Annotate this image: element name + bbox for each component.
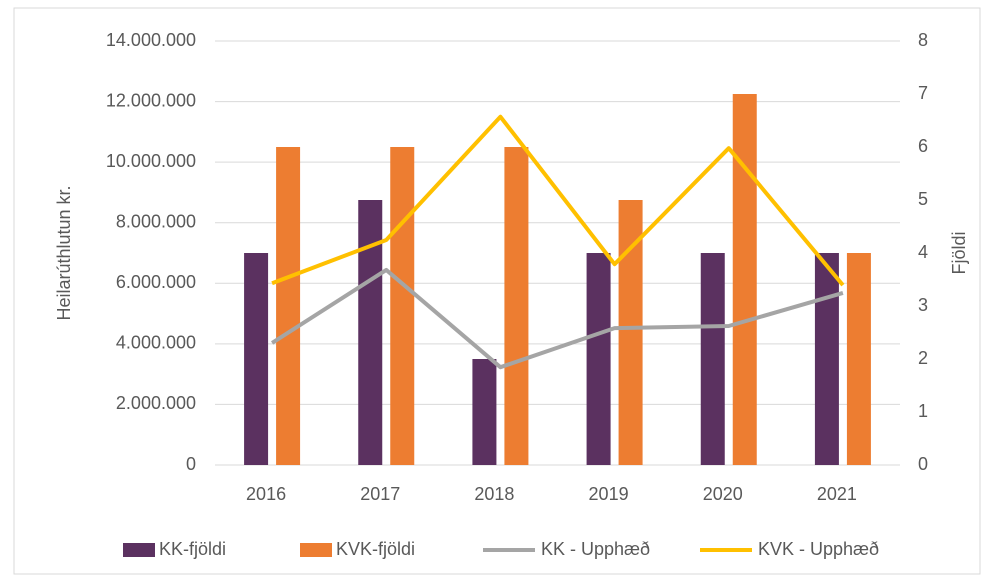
bar bbox=[244, 253, 269, 465]
chart-border bbox=[13, 7, 981, 575]
bar bbox=[700, 253, 725, 465]
line bbox=[271, 114, 845, 287]
y2-tick-label: 5 bbox=[918, 189, 928, 209]
legend-label: KVK - Upphæð bbox=[758, 539, 879, 559]
y2-axis-title: Fjöldi bbox=[949, 231, 969, 274]
x-tick-label: 2019 bbox=[589, 484, 629, 504]
legend-label: KK-fjöldi bbox=[159, 539, 226, 559]
bar bbox=[814, 253, 839, 465]
y-axis-title: Heilarúthlutun kr. bbox=[54, 185, 74, 320]
legend-swatch bbox=[123, 543, 155, 557]
x-tick-label: 2018 bbox=[474, 484, 514, 504]
bar bbox=[504, 147, 529, 465]
y-tick-label: 12.000.000 bbox=[106, 90, 196, 110]
bar bbox=[618, 200, 643, 465]
x-tick-label: 2016 bbox=[246, 484, 286, 504]
y2-tick-label: 1 bbox=[918, 401, 928, 421]
legend-swatch bbox=[300, 543, 332, 557]
x-tick-label: 2021 bbox=[817, 484, 857, 504]
y-tick-label: 0 bbox=[186, 454, 196, 474]
y-tick-label: 4.000.000 bbox=[116, 333, 196, 353]
y2-tick-label: 6 bbox=[918, 136, 928, 156]
line bbox=[271, 267, 844, 370]
bar bbox=[586, 253, 611, 465]
y2-tick-label: 0 bbox=[918, 454, 928, 474]
y2-tick-label: 2 bbox=[918, 348, 928, 368]
y-tick-label: 6.000.000 bbox=[116, 272, 196, 292]
x-tick-label: 2017 bbox=[360, 484, 400, 504]
bar bbox=[358, 200, 383, 465]
legend-label: KK - Upphæð bbox=[541, 539, 650, 559]
y-tick-label: 14.000.000 bbox=[106, 30, 196, 50]
y2-tick-label: 3 bbox=[918, 295, 928, 315]
legend-label: KVK-fjöldi bbox=[336, 539, 415, 559]
y2-tick-label: 4 bbox=[918, 242, 928, 262]
y-tick-label: 8.000.000 bbox=[116, 211, 196, 231]
y2-tick-label: 8 bbox=[918, 30, 928, 50]
bar bbox=[472, 359, 497, 465]
y-tick-label: 10.000.000 bbox=[106, 151, 196, 171]
bar bbox=[276, 147, 301, 465]
bar bbox=[846, 253, 871, 465]
bar bbox=[732, 94, 757, 465]
x-tick-label: 2020 bbox=[703, 484, 743, 504]
bar bbox=[390, 147, 415, 465]
y2-tick-label: 7 bbox=[918, 83, 928, 103]
y-tick-label: 2.000.000 bbox=[116, 393, 196, 413]
